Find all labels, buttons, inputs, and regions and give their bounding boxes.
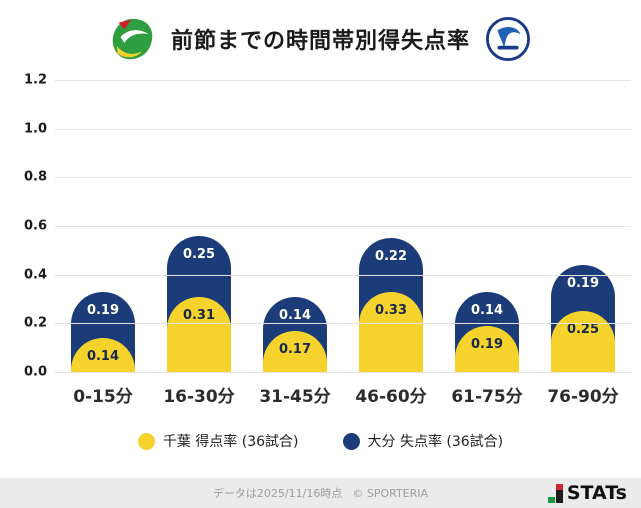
chiba-swatch-icon xyxy=(137,432,155,450)
chiba-score-bar: 0.19 xyxy=(455,325,519,372)
score-value-label: 0.25 xyxy=(566,322,600,338)
oita-trinita-logo-icon xyxy=(485,16,531,62)
score-value-label: 0.31 xyxy=(182,307,216,323)
x-axis-label: 16-30分 xyxy=(163,387,235,407)
x-axis-labels: 0-15分 16-30分 31-45分 46-60分 61-75分 76-90分 xyxy=(55,382,631,407)
stats-brand-logo: STATs xyxy=(547,482,627,504)
gridline xyxy=(55,226,631,227)
x-axis-label: 61-75分 xyxy=(451,387,523,407)
gridline xyxy=(55,177,631,179)
concede-value-label: 0.14 xyxy=(278,307,312,323)
bar-group: 0.19 0.14 xyxy=(71,80,135,372)
plot-area: 0.19 0.14 0.25 0.31 0.14 0.17 0.22 0.33 0.14 0.19… xyxy=(24,73,631,380)
chiba-score-bar: 0.33 xyxy=(359,291,423,372)
concede-value-label: 0.25 xyxy=(182,246,216,262)
x-axis-label: 76-90分 xyxy=(547,387,619,407)
bar-group: 0.14 0.19 xyxy=(455,80,519,372)
chiba-score-bar: 0.31 xyxy=(167,296,231,372)
jleague-mark-icon xyxy=(547,484,563,503)
gridline xyxy=(55,372,631,373)
concede-value-label: 0.19 xyxy=(86,302,120,318)
concede-value-label: 0.19 xyxy=(566,275,600,291)
concede-value-label: 0.14 xyxy=(470,302,504,318)
y-tick-label: 0.0 xyxy=(23,364,47,380)
jef-united-chiba-logo-icon xyxy=(112,18,153,60)
gridline xyxy=(55,323,631,325)
y-tick-label: 1.0 xyxy=(23,121,47,137)
y-tick-label: 0.2 xyxy=(23,315,47,331)
oita-swatch-icon xyxy=(342,432,360,450)
copyright: © SPORTERIA xyxy=(352,486,429,500)
header: 前節までの時間帯別得失点率 xyxy=(0,0,641,64)
y-tick-label: 1.2 xyxy=(23,72,47,88)
x-axis-label: 31-45分 xyxy=(259,387,331,407)
footer: データは2025/11/16時点 © SPORTERIA xyxy=(0,478,641,508)
bar-group: 0.25 0.31 xyxy=(167,80,231,372)
score-value-label: 0.33 xyxy=(374,302,408,318)
concede-value-label: 0.22 xyxy=(374,249,408,265)
data-date-note: データは2025/11/16時点 xyxy=(212,487,343,500)
score-value-label: 0.14 xyxy=(86,348,120,364)
bar-group: 0.14 0.17 xyxy=(263,80,327,372)
gridline xyxy=(55,80,631,81)
y-tick-label: 0.4 xyxy=(23,267,47,283)
gridline xyxy=(55,274,631,276)
y-tick-label: 0.6 xyxy=(23,218,47,234)
legend-label-chiba: 千葉 得点率 (36試合) xyxy=(162,434,299,450)
page-title: 前節までの時間帯別得失点率 xyxy=(170,29,470,54)
brand-text: STATs xyxy=(566,482,627,504)
bar-group: 0.19 0.25 xyxy=(551,80,615,372)
gridline xyxy=(55,128,631,130)
bar-group: 0.22 0.33 xyxy=(359,80,423,372)
legend-item-oita: 大分 失点率 (36試合) xyxy=(342,431,504,451)
y-tick-label: 0.8 xyxy=(23,169,47,185)
bars-row: 0.19 0.14 0.25 0.31 0.14 0.17 0.22 0.33 0.14 0.19… xyxy=(55,80,631,372)
chiba-score-bar: 0.25 xyxy=(551,311,615,372)
score-value-label: 0.17 xyxy=(278,341,312,357)
legend: 千葉 得点率 (36試合) 大分 失点率 (36試合) xyxy=(0,431,641,451)
legend-item-chiba: 千葉 得点率 (36試合) xyxy=(137,431,299,451)
x-axis-label: 46-60分 xyxy=(355,387,427,407)
legend-label-oita: 大分 失点率 (36試合) xyxy=(367,434,504,450)
score-value-label: 0.19 xyxy=(470,336,504,352)
x-axis-label: 0-15分 xyxy=(73,387,133,407)
